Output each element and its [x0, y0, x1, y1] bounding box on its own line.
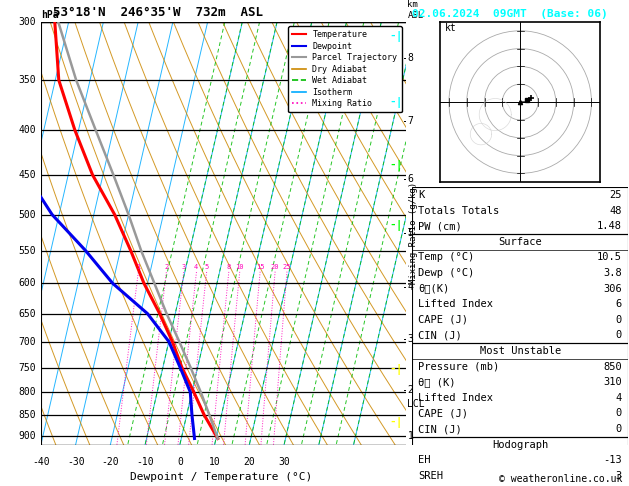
Text: CAPE (J): CAPE (J): [418, 315, 469, 325]
Text: 3: 3: [408, 334, 413, 344]
Text: CIN (J): CIN (J): [418, 424, 462, 434]
Text: -10: -10: [136, 457, 154, 468]
Text: 450: 450: [18, 170, 36, 180]
Legend: Temperature, Dewpoint, Parcel Trajectory, Dry Adiabat, Wet Adiabat, Isotherm, Mi: Temperature, Dewpoint, Parcel Trajectory…: [288, 26, 401, 112]
Text: -40: -40: [32, 457, 50, 468]
Text: Dewpoint / Temperature (°C): Dewpoint / Temperature (°C): [130, 472, 313, 482]
Text: 1: 1: [408, 432, 413, 441]
Text: 400: 400: [18, 125, 36, 136]
Bar: [412, 343, 628, 437]
Text: LCL: LCL: [408, 399, 425, 409]
Text: EH: EH: [418, 455, 431, 465]
Text: Temp (°C): Temp (°C): [418, 252, 475, 262]
Text: 800: 800: [18, 387, 36, 397]
Text: 700: 700: [18, 337, 36, 347]
Text: -20: -20: [101, 457, 119, 468]
Text: 3: 3: [616, 471, 622, 481]
Text: 4: 4: [408, 281, 413, 292]
Text: 30: 30: [278, 457, 290, 468]
Text: 350: 350: [18, 75, 36, 85]
Text: 5: 5: [204, 264, 209, 271]
Text: Surface: Surface: [498, 237, 542, 247]
Text: 2: 2: [164, 264, 169, 271]
Text: -30: -30: [67, 457, 84, 468]
Text: Lifted Index: Lifted Index: [418, 299, 494, 309]
Text: 6: 6: [616, 299, 622, 309]
Text: -13: -13: [603, 455, 622, 465]
Text: hPa: hPa: [41, 10, 58, 20]
Text: 10.5: 10.5: [597, 252, 622, 262]
Text: 25: 25: [282, 264, 291, 271]
Text: Lifted Index: Lifted Index: [418, 393, 494, 403]
Text: -|: -|: [389, 160, 403, 171]
Text: -|: -|: [389, 97, 403, 107]
Text: PW (cm): PW (cm): [418, 221, 462, 231]
Bar: [412, 234, 628, 343]
Text: 20: 20: [243, 457, 255, 468]
Text: 850: 850: [603, 362, 622, 372]
Text: 2: 2: [408, 384, 413, 395]
Text: -|: -|: [389, 221, 403, 231]
Text: CAPE (J): CAPE (J): [418, 408, 469, 418]
Text: 3.8: 3.8: [603, 268, 622, 278]
Text: © weatheronline.co.uk: © weatheronline.co.uk: [499, 473, 623, 484]
Text: Totals Totals: Totals Totals: [418, 206, 499, 215]
Text: 02.06.2024  09GMT  (Base: 06): 02.06.2024 09GMT (Base: 06): [412, 9, 608, 19]
Text: 3: 3: [181, 264, 186, 271]
Text: 0: 0: [616, 408, 622, 418]
Text: -|: -|: [389, 417, 403, 428]
Text: 4: 4: [616, 393, 622, 403]
Text: 750: 750: [18, 363, 36, 373]
Text: 15: 15: [256, 264, 264, 271]
Text: θᴇ (K): θᴇ (K): [418, 377, 456, 387]
Text: Pressure (mb): Pressure (mb): [418, 362, 499, 372]
Text: 650: 650: [18, 309, 36, 319]
Text: 10: 10: [209, 457, 221, 468]
Text: Mixing Ratio (g/kg): Mixing Ratio (g/kg): [409, 182, 418, 284]
Text: 306: 306: [603, 283, 622, 294]
Text: kt: kt: [445, 23, 457, 33]
Text: 900: 900: [18, 432, 36, 441]
Text: 0: 0: [616, 315, 622, 325]
Text: K: K: [418, 190, 425, 200]
Text: 600: 600: [18, 278, 36, 288]
Text: 7: 7: [408, 116, 413, 126]
Text: 8: 8: [226, 264, 231, 271]
Text: 25: 25: [610, 190, 622, 200]
Text: 10: 10: [235, 264, 244, 271]
Bar: [412, 437, 628, 486]
Text: 850: 850: [18, 410, 36, 420]
Text: 48: 48: [610, 206, 622, 215]
Text: -|: -|: [389, 364, 403, 375]
Text: θᴇ(K): θᴇ(K): [418, 283, 450, 294]
Text: 5: 5: [408, 228, 413, 238]
Text: 0: 0: [616, 330, 622, 340]
Text: CIN (J): CIN (J): [418, 330, 462, 340]
Text: 1.48: 1.48: [597, 221, 622, 231]
Text: 6: 6: [408, 174, 413, 184]
Text: 500: 500: [18, 209, 36, 220]
Text: 0: 0: [177, 457, 183, 468]
Text: 53°18'N  246°35'W  732m  ASL: 53°18'N 246°35'W 732m ASL: [53, 6, 264, 19]
Text: Most Unstable: Most Unstable: [479, 346, 561, 356]
Text: 8: 8: [408, 53, 413, 63]
Bar: [412, 187, 628, 234]
Text: 1: 1: [136, 264, 140, 271]
Text: Hodograph: Hodograph: [492, 440, 548, 450]
Text: 550: 550: [18, 245, 36, 256]
Text: 0: 0: [616, 424, 622, 434]
Text: 4: 4: [194, 264, 198, 271]
Text: 300: 300: [18, 17, 36, 27]
Text: km
ASL: km ASL: [408, 0, 423, 20]
Text: 310: 310: [603, 377, 622, 387]
Text: SREH: SREH: [418, 471, 443, 481]
Text: 20: 20: [270, 264, 279, 271]
Text: -|: -|: [389, 31, 403, 42]
Text: Dewp (°C): Dewp (°C): [418, 268, 475, 278]
